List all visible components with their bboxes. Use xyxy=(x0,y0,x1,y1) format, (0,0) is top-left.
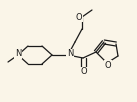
Text: N: N xyxy=(15,49,21,59)
Text: O: O xyxy=(105,60,111,69)
Text: O: O xyxy=(81,68,87,76)
Text: O: O xyxy=(76,13,82,22)
Text: N: N xyxy=(67,49,73,59)
